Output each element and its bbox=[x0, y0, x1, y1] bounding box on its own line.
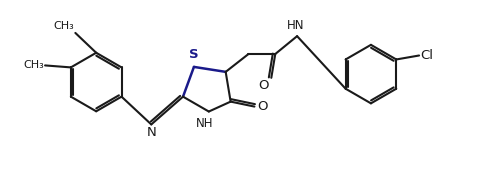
Text: O: O bbox=[258, 79, 269, 92]
Text: N: N bbox=[146, 126, 156, 139]
Text: CH₃: CH₃ bbox=[54, 21, 74, 31]
Text: Cl: Cl bbox=[420, 49, 433, 62]
Text: S: S bbox=[189, 48, 199, 61]
Text: HN: HN bbox=[287, 19, 305, 32]
Text: O: O bbox=[257, 100, 268, 113]
Text: CH₃: CH₃ bbox=[23, 60, 44, 70]
Text: NH: NH bbox=[196, 117, 213, 130]
